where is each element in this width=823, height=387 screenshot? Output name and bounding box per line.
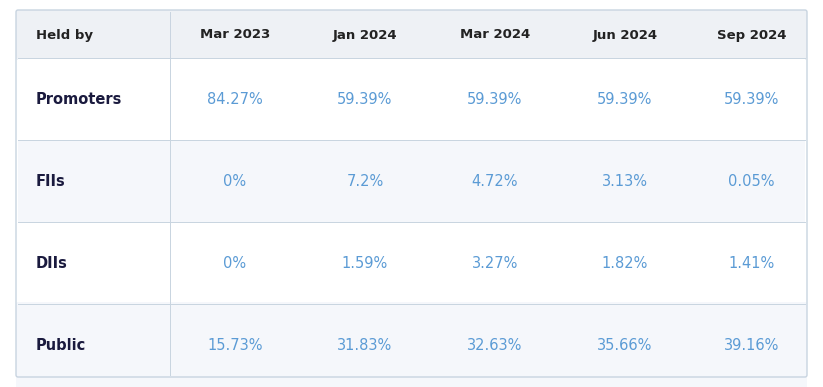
Text: 59.39%: 59.39% bbox=[467, 91, 523, 106]
Text: 84.27%: 84.27% bbox=[207, 91, 263, 106]
Text: Jun 2024: Jun 2024 bbox=[593, 29, 658, 41]
Text: Held by: Held by bbox=[36, 29, 93, 41]
Text: FIIs: FIIs bbox=[36, 173, 66, 188]
FancyBboxPatch shape bbox=[16, 302, 807, 387]
Text: 35.66%: 35.66% bbox=[597, 337, 653, 353]
Text: 0.05%: 0.05% bbox=[728, 173, 774, 188]
Bar bbox=[18, 304, 805, 345]
Bar bbox=[18, 222, 805, 304]
Text: 59.39%: 59.39% bbox=[337, 91, 393, 106]
Text: DIIs: DIIs bbox=[36, 255, 67, 271]
Text: 1.82%: 1.82% bbox=[602, 255, 649, 271]
Text: 3.27%: 3.27% bbox=[472, 255, 518, 271]
FancyBboxPatch shape bbox=[16, 10, 807, 60]
Text: 32.63%: 32.63% bbox=[467, 337, 523, 353]
Text: 0%: 0% bbox=[223, 255, 247, 271]
Text: 59.39%: 59.39% bbox=[723, 91, 779, 106]
Text: Mar 2023: Mar 2023 bbox=[200, 29, 270, 41]
Text: 3.13%: 3.13% bbox=[602, 173, 648, 188]
Bar bbox=[18, 35, 805, 58]
Bar bbox=[18, 58, 805, 140]
Text: 4.72%: 4.72% bbox=[472, 173, 518, 188]
Text: 0%: 0% bbox=[223, 173, 247, 188]
Text: 1.41%: 1.41% bbox=[728, 255, 774, 271]
Text: Promoters: Promoters bbox=[36, 91, 123, 106]
Text: Mar 2024: Mar 2024 bbox=[460, 29, 530, 41]
Bar bbox=[18, 140, 805, 222]
Text: 31.83%: 31.83% bbox=[337, 337, 393, 353]
Text: Sep 2024: Sep 2024 bbox=[717, 29, 786, 41]
Text: Public: Public bbox=[36, 337, 86, 353]
Text: 59.39%: 59.39% bbox=[597, 91, 653, 106]
Text: 7.2%: 7.2% bbox=[346, 173, 384, 188]
Text: 15.73%: 15.73% bbox=[207, 337, 263, 353]
Text: 1.59%: 1.59% bbox=[342, 255, 388, 271]
Text: 39.16%: 39.16% bbox=[723, 337, 779, 353]
Text: Jan 2024: Jan 2024 bbox=[332, 29, 398, 41]
